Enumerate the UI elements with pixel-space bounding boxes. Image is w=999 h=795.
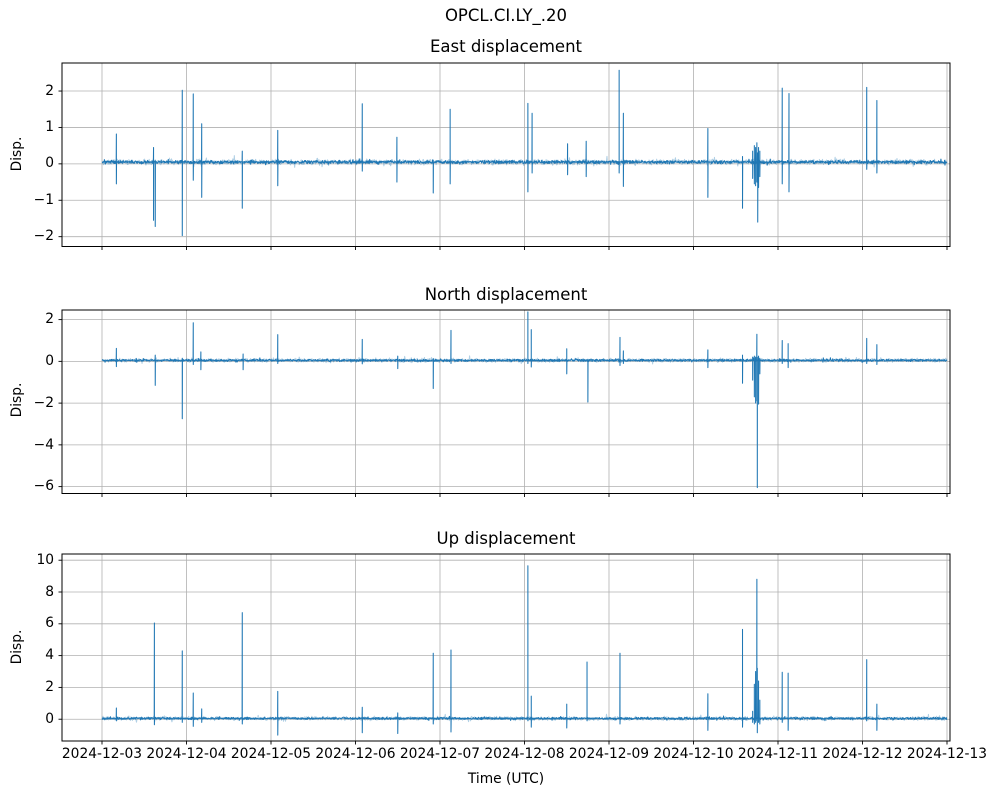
north-plot	[58, 309, 951, 497]
east-plot-ytick-label: −2	[33, 228, 54, 245]
x-tick-label: 2024-12-04	[146, 746, 227, 762]
x-tick-label: 2024-12-11	[737, 746, 819, 762]
north-plot-ytick-label: −6	[33, 478, 54, 495]
up-plot	[58, 553, 951, 744]
east-plot-ytick-label: 0	[45, 155, 54, 172]
north-plot-ytick-label: 0	[45, 353, 54, 370]
x-tick-label: 2024-12-05	[230, 746, 312, 762]
x-tick-label: 2024-12-03	[61, 746, 143, 762]
x-tick-label: 2024-12-10	[653, 746, 734, 762]
north-plot-ytick-label: 2	[45, 311, 54, 328]
east-plot	[58, 62, 951, 250]
up-plot-ytick-label: 4	[45, 647, 54, 664]
up-plot-ytick-label: 2	[45, 678, 54, 695]
east-plot-title: East displacement	[429, 37, 583, 56]
east-plot-ytick-label: 2	[45, 82, 54, 99]
figure-title: OPCL.CI.LY_.20	[444, 6, 568, 25]
up-plot-ytick-label: 0	[45, 710, 54, 727]
x-tick-label: 2024-12-06	[315, 746, 396, 762]
up-plot-ytick-label: 8	[45, 583, 54, 600]
north-plot-ytick-label: −2	[33, 394, 54, 411]
x-tick-label: 2024-12-12	[822, 746, 903, 762]
east-plot-ytick-label: 1	[45, 118, 54, 135]
up-plot-title: Up displacement	[436, 528, 576, 548]
x-axis-label: Time (UTC)	[467, 771, 545, 787]
up-plot-ytick-label: 10	[36, 551, 54, 568]
x-tick-label: 2024-12-13	[906, 746, 988, 762]
x-tick-label: 2024-12-07	[399, 746, 481, 762]
x-tick-label: 2024-12-08	[484, 746, 565, 762]
up-plot-ytick-label: 6	[45, 615, 54, 632]
north-plot-title: North displacement	[424, 284, 588, 304]
east-plot-ytick-label: −1	[33, 191, 54, 208]
x-tick-label: 2024-12-09	[568, 746, 650, 762]
north-plot-ytick-label: −4	[33, 436, 54, 453]
